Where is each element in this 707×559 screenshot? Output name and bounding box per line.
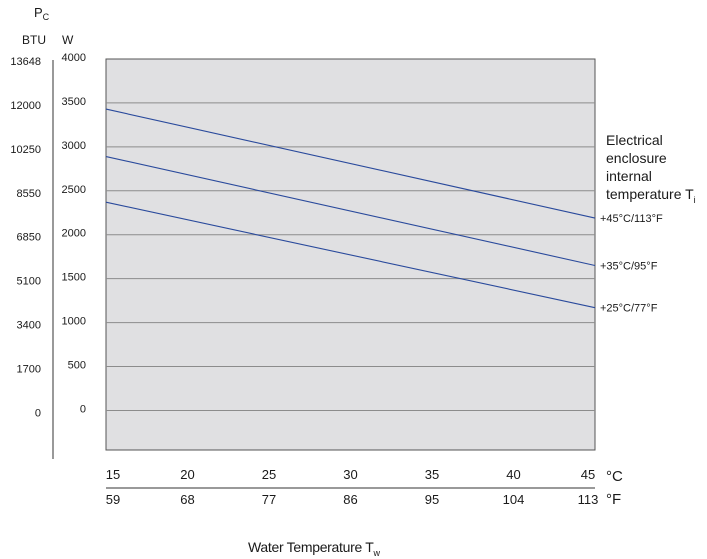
- x-tick-label-celsius: 20: [180, 467, 194, 482]
- y-tick-label-btu: 12000: [10, 100, 41, 112]
- y-tick-labels: 4000 13648 3500 12000 3000 10250 2500 8550 2000 6…: [10, 52, 86, 419]
- legend-title-line-3: internal: [606, 168, 652, 184]
- series-label-2: +35°C/95°F: [600, 260, 658, 272]
- y-tick-label-w: 1000: [62, 316, 86, 328]
- x-tick-label-fahrenheit: 77: [262, 492, 276, 507]
- y-tick-label-w: 1500: [62, 272, 86, 284]
- legend-title-line-4: temperature Ti: [606, 186, 696, 205]
- series-label-3: +25°C/77°F: [600, 303, 658, 315]
- y-tick-label-btu: 5100: [17, 276, 41, 288]
- x-tick-label-fahrenheit: 68: [180, 492, 194, 507]
- y-tick-label-btu: 8550: [17, 188, 41, 200]
- x-tick-label-celsius: 25: [262, 467, 276, 482]
- x-axis-title: Water Temperature Tw: [248, 539, 381, 558]
- y-tick-label-w: 2500: [62, 184, 86, 196]
- x-unit-fahrenheit: °F: [606, 491, 621, 508]
- x-tick-label-fahrenheit: 113: [578, 492, 599, 507]
- legend-title-line-2: enclosure: [606, 150, 667, 166]
- y-unit-w: W: [62, 33, 74, 47]
- series-line-3: [105, 201, 596, 309]
- x-tick-label-celsius: 45: [581, 467, 595, 482]
- gridlines: [106, 102, 595, 411]
- y-tick-label-btu: 1700: [17, 364, 41, 376]
- x-tick-label-celsius: 30: [343, 467, 357, 482]
- series-lines: [105, 108, 596, 309]
- x-tick-label-fahrenheit: 59: [106, 492, 120, 507]
- series-line-1: [105, 108, 596, 219]
- x-tick-label-celsius: 15: [106, 467, 120, 482]
- y-tick-label-w: 500: [68, 360, 86, 372]
- y-tick-label-btu: 13648: [10, 56, 41, 68]
- y-tick-label-w: 4000: [62, 52, 86, 64]
- y-tick-label-w: 0: [80, 403, 86, 415]
- y-tick-label-btu: 0: [35, 407, 41, 419]
- x-tick-label-celsius: 35: [425, 467, 439, 482]
- x-tick-label-fahrenheit: 104: [503, 492, 525, 507]
- x-tick-label-fahrenheit: 95: [425, 492, 439, 507]
- y-tick-label-w: 3500: [62, 96, 86, 108]
- y-tick-label-w: 3000: [62, 140, 86, 152]
- y-tick-label-btu: 10250: [10, 144, 41, 156]
- legend-title-line-1: Electrical: [606, 132, 663, 148]
- x-unit-celsius: °C: [606, 468, 623, 485]
- y-tick-label-btu: 3400: [17, 320, 41, 332]
- series-label-1: +45°C/113°F: [600, 213, 663, 225]
- y-tick-label-w: 2000: [62, 228, 86, 240]
- series-labels: +45°C/113°F +35°C/95°F +25°C/77°F: [600, 213, 663, 315]
- x-tick-label-fahrenheit: 86: [343, 492, 357, 507]
- x-tick-label-celsius: 40: [506, 467, 520, 482]
- series-line-2: [105, 155, 596, 267]
- y-axis-title: PC: [34, 5, 50, 22]
- y-unit-btu: BTU: [22, 33, 46, 47]
- x-tick-labels: 15 59 20 68 25 77 30 86 35 95 40 104 45 113: [106, 467, 599, 507]
- y-tick-label-btu: 6850: [17, 232, 41, 244]
- legend-title: Electrical enclosure internal temperatur…: [606, 132, 696, 205]
